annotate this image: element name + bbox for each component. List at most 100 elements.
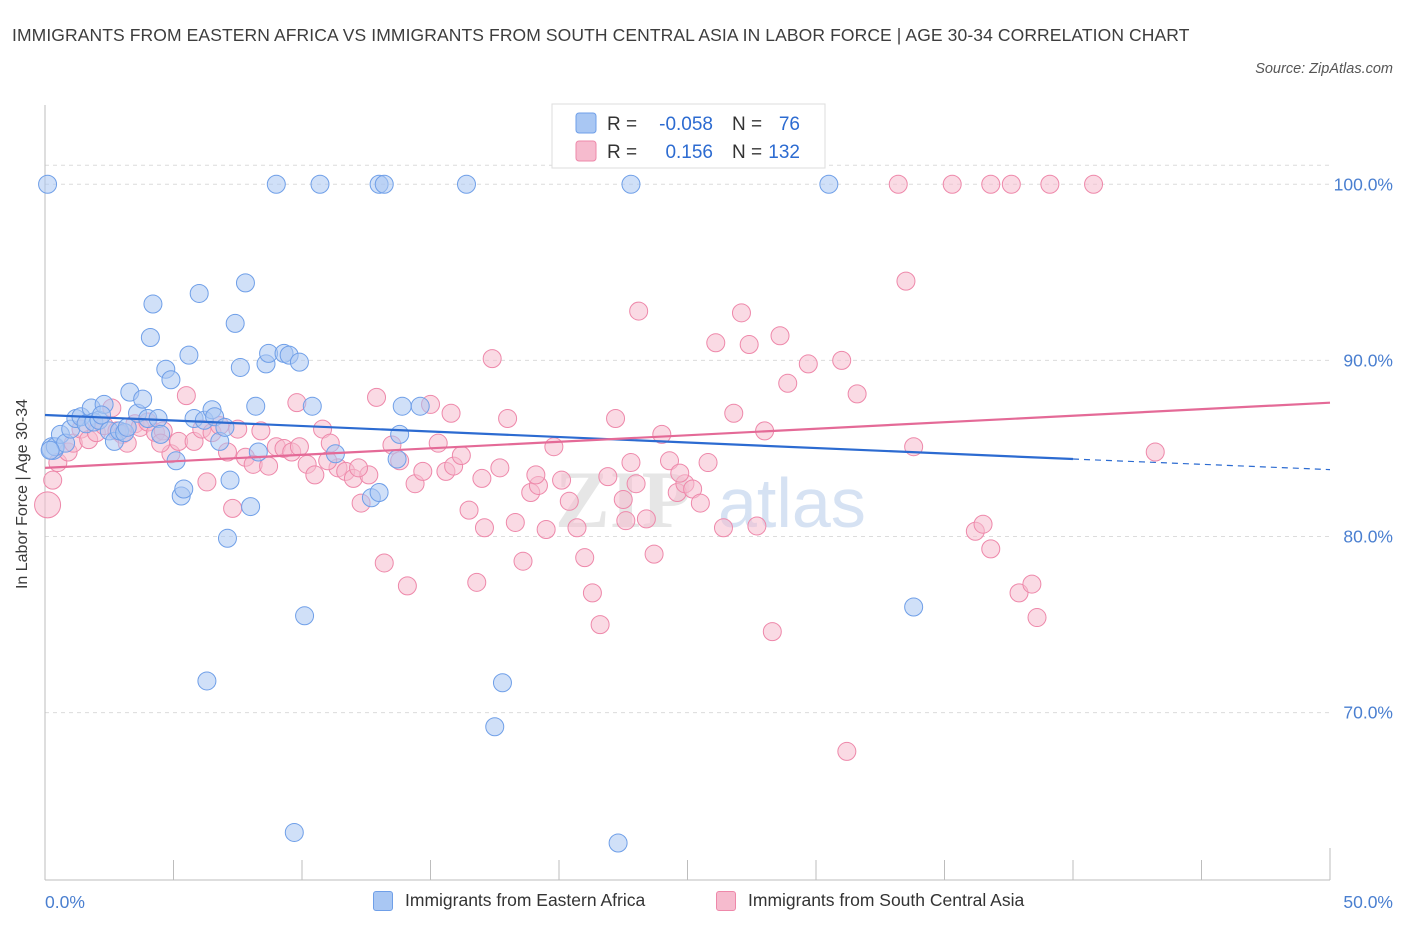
point-south-central-asia <box>472 468 492 488</box>
point-south-central-asia <box>670 463 690 483</box>
trend-line-south-central-asia <box>44 401 1331 469</box>
point-eastern-africa <box>374 174 394 194</box>
point-south-central-asia <box>837 741 857 761</box>
point-eastern-africa <box>310 174 330 194</box>
point-south-central-asia <box>474 518 494 538</box>
point-south-central-asia <box>644 544 664 564</box>
point-south-central-asia <box>428 433 448 453</box>
legend-item-south-central-asia: Immigrants from South Central Asia <box>716 890 1024 911</box>
point-eastern-africa <box>289 352 309 372</box>
point-south-central-asia <box>973 514 993 534</box>
stats-n-label-blue: N = <box>732 114 762 135</box>
point-south-central-asia <box>43 470 63 490</box>
point-south-central-asia <box>590 615 610 635</box>
point-south-central-asia <box>942 174 962 194</box>
stats-swatch-blue <box>575 112 597 134</box>
point-south-central-asia <box>636 509 656 529</box>
point-south-central-asia <box>613 490 633 510</box>
point-south-central-asia <box>536 519 556 539</box>
point-south-central-asia <box>724 403 744 423</box>
point-south-central-asia <box>544 437 564 457</box>
point-eastern-africa <box>215 417 235 437</box>
point-south-central-asia <box>698 453 718 473</box>
point-south-central-asia <box>652 424 672 444</box>
legend-label-eastern-africa: Immigrants from Eastern Africa <box>405 890 646 910</box>
point-south-central-asia <box>459 500 479 520</box>
point-south-central-asia <box>374 553 394 573</box>
point-eastern-africa <box>904 597 924 617</box>
y-tick-label: 80.0% <box>1343 527 1393 547</box>
series-eastern-africa <box>38 174 924 853</box>
point-south-central-asia <box>289 437 309 457</box>
stats-r-value-blue: -0.058 <box>659 114 713 135</box>
point-south-central-asia <box>747 516 767 536</box>
point-south-central-asia <box>397 576 417 596</box>
point-eastern-africa <box>390 424 410 444</box>
stats-n-value-blue: 76 <box>779 114 800 135</box>
stats-n-value-pink: 132 <box>768 142 800 163</box>
point-eastern-africa <box>174 479 194 499</box>
point-south-central-asia <box>606 409 626 429</box>
point-south-central-asia <box>798 354 818 374</box>
point-south-central-asia <box>621 453 641 473</box>
point-eastern-africa <box>410 396 430 416</box>
point-eastern-africa <box>92 405 112 425</box>
point-south-central-asia <box>559 491 579 511</box>
point-south-central-asia <box>762 622 782 642</box>
grid-lines <box>45 164 1330 714</box>
point-eastern-africa <box>392 396 412 416</box>
point-south-central-asia <box>629 301 649 321</box>
chart-title: IMMIGRANTS FROM EASTERN AFRICA VS IMMIGR… <box>12 25 1190 45</box>
stats-swatch-pink <box>575 140 597 162</box>
point-south-central-asia <box>176 386 196 406</box>
stats-r-label-pink: R = <box>607 142 637 163</box>
point-eastern-africa <box>608 833 628 853</box>
point-south-central-asia <box>1001 174 1021 194</box>
point-south-central-asia <box>832 350 852 370</box>
point-south-central-asia <box>981 539 1001 559</box>
series-south-central-asia <box>34 174 1165 761</box>
point-eastern-africa <box>456 174 476 194</box>
point-eastern-africa <box>492 673 512 693</box>
point-eastern-africa <box>621 174 641 194</box>
point-south-central-asia <box>467 572 487 592</box>
point-eastern-africa <box>220 470 240 490</box>
point-south-central-asia <box>34 491 62 519</box>
point-south-central-asia <box>1040 174 1060 194</box>
point-south-central-asia <box>626 474 646 494</box>
point-south-central-asia <box>526 465 546 485</box>
point-south-central-asia <box>413 461 433 481</box>
point-south-central-asia <box>847 384 867 404</box>
point-south-central-asia <box>567 518 587 538</box>
point-eastern-africa <box>246 396 266 416</box>
point-south-central-asia <box>513 551 533 571</box>
point-south-central-asia <box>706 333 726 353</box>
point-eastern-africa <box>143 294 163 314</box>
point-south-central-asia <box>616 511 636 531</box>
y-axis-label: In Labor Force | Age 30-34 <box>14 398 31 590</box>
point-eastern-africa <box>369 483 389 502</box>
legend-swatch-blue <box>373 890 393 911</box>
stats-box: R = -0.058 N = 76 R = 0.156 N = 132 <box>551 103 826 169</box>
point-south-central-asia <box>305 465 325 485</box>
y-tick-label: 90.0% <box>1343 350 1393 370</box>
point-eastern-africa <box>197 671 217 691</box>
point-south-central-asia <box>981 174 1001 194</box>
point-south-central-asia <box>482 349 502 369</box>
point-south-central-asia <box>1084 174 1104 194</box>
point-south-central-asia <box>713 518 733 538</box>
point-eastern-africa <box>38 174 58 194</box>
point-south-central-asia <box>731 303 751 323</box>
x-tick-label-min: 0.0% <box>45 892 85 912</box>
point-south-central-asia <box>367 387 387 407</box>
point-south-central-asia <box>349 458 369 478</box>
point-south-central-asia <box>287 393 307 413</box>
point-south-central-asia <box>223 498 243 518</box>
trend-line-eastern-africa-extension <box>1072 458 1331 471</box>
point-eastern-africa <box>485 717 505 737</box>
point-south-central-asia <box>690 493 710 513</box>
point-eastern-africa <box>387 449 407 469</box>
source-label: Source: ZipAtlas.com <box>1255 61 1393 77</box>
point-eastern-africa <box>151 424 171 444</box>
point-south-central-asia <box>575 548 595 568</box>
